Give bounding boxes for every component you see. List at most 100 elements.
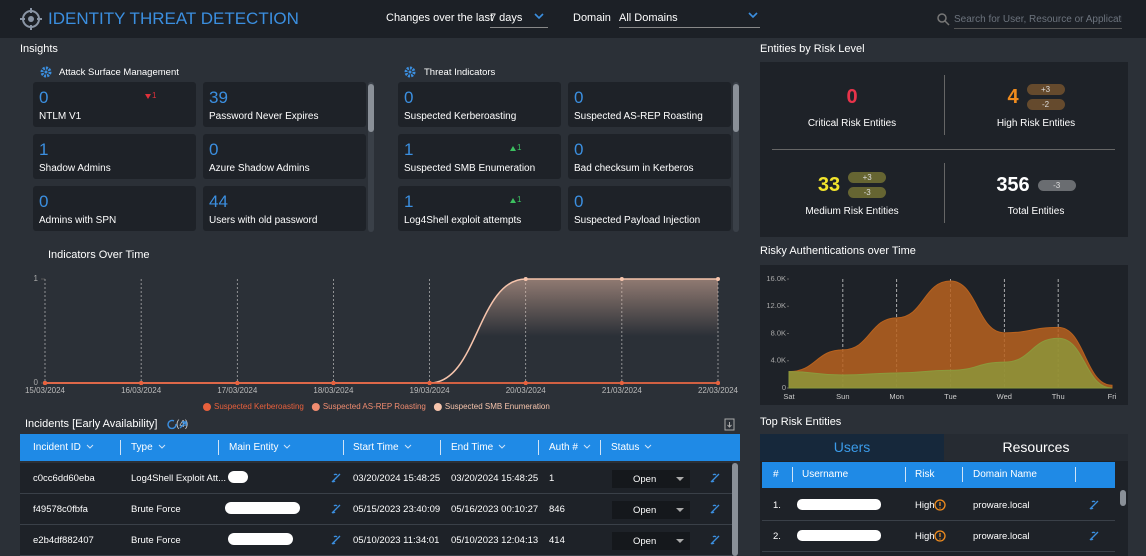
- chevron: [534, 13, 544, 20]
- insight-card[interactable]: 0 Azure Shadow Admins: [203, 134, 366, 179]
- column-header[interactable]: Incident ID: [33, 442, 81, 453]
- y-tick-label: 4.0K: [771, 356, 786, 365]
- refresh-icon[interactable]: [166, 418, 188, 430]
- card-change: 1: [152, 91, 157, 100]
- column-header[interactable]: Risk: [915, 469, 935, 480]
- x-tick-label: Fri: [1108, 392, 1117, 401]
- insight-card[interactable]: 0 NTLM V1 1: [33, 82, 196, 127]
- change-badges: +3 -2: [1026, 84, 1065, 110]
- chevron: [676, 508, 684, 512]
- section-title: Risky Authentications over Time: [760, 245, 916, 257]
- chevron: [86, 444, 94, 449]
- link: [710, 535, 720, 545]
- card-value: 39: [209, 88, 228, 107]
- status: Open: [633, 474, 657, 485]
- risk-group: 0: [760, 84, 944, 110]
- period-label: Changes over the last: [386, 12, 494, 24]
- column-header[interactable]: Username: [802, 469, 849, 480]
- column-header[interactable]: Main Entity: [229, 442, 279, 453]
- tab[interactable]: Resources: [944, 434, 1128, 461]
- link-icon: [710, 504, 720, 514]
- status-select[interactable]: Open: [612, 470, 690, 488]
- insight-card[interactable]: 0 Suspected Payload Injection: [568, 186, 731, 231]
- point: [139, 381, 144, 385]
- tab[interactable]: Users: [760, 434, 944, 461]
- change-badge: -3: [1037, 179, 1076, 191]
- column-header[interactable]: Start Time: [353, 442, 399, 453]
- risk-label: High Risk Entities: [996, 118, 1076, 129]
- column-separator: [905, 467, 906, 482]
- risk-group: 356 -3: [944, 172, 1128, 198]
- column-header[interactable]: Auth #: [549, 442, 578, 453]
- caret: [676, 508, 684, 512]
- divider: [944, 75, 945, 135]
- column-separator: [343, 440, 344, 455]
- card-value: 0: [574, 192, 584, 211]
- indicators-chart: 0 1 15/03/2024 16/03/2024 17/03/2024 18/03/20…: [25, 274, 739, 411]
- card-value: 0: [574, 140, 584, 159]
- insight-card[interactable]: 44 Users with old password: [203, 186, 366, 231]
- x-tick-label: Thu: [1052, 392, 1065, 401]
- point: [716, 381, 720, 385]
- insight-card[interactable]: 0 Suspected Kerberoasting: [398, 82, 561, 127]
- app-title: IDENTITY THREAT DETECTION: [48, 9, 299, 28]
- card-value: 0: [404, 88, 414, 107]
- point: [523, 277, 528, 281]
- column-header[interactable]: Type: [131, 442, 153, 453]
- insight-card[interactable]: 0 Bad checksum in Kerberos: [568, 134, 731, 179]
- gear-icon: [40, 66, 52, 78]
- divider: [772, 149, 1115, 150]
- insight-card[interactable]: 0 Suspected AS-REP Roasting: [568, 82, 731, 127]
- card-label: Admins with SPN: [39, 215, 117, 226]
- export-icon[interactable]: [724, 418, 735, 431]
- x-tick-label: 19/03/2024: [410, 386, 451, 395]
- link: [1089, 500, 1099, 510]
- column-separator: [218, 440, 219, 455]
- insight-card[interactable]: 1 Shadow Admins: [33, 134, 196, 179]
- search-input[interactable]: Search for User, Resource or Application: [954, 14, 1122, 29]
- column-header[interactable]: End Time: [451, 442, 494, 453]
- link-icon: [331, 504, 341, 514]
- card-label: NTLM V1: [39, 111, 82, 122]
- link: [331, 473, 341, 483]
- incidents-count: (4): [176, 419, 189, 430]
- gear-icon: [404, 66, 416, 78]
- arrow: [510, 146, 516, 151]
- card-label: Suspected AS-REP Roasting: [574, 111, 703, 122]
- area: [45, 279, 718, 383]
- point: [235, 381, 240, 385]
- redacted-entity: [228, 471, 248, 483]
- card-change: 1: [517, 143, 522, 152]
- insight-card[interactable]: 1 Log4Shell exploit attempts 1: [398, 186, 561, 231]
- table-header: [762, 462, 1115, 488]
- link-icon: [1089, 531, 1099, 541]
- search-icon: [937, 13, 950, 26]
- insight-card[interactable]: 1 Suspected SMB Enumeration 1: [398, 134, 561, 179]
- period-select[interactable]: 7 days: [490, 12, 548, 28]
- y-tick-label: 8.0K: [771, 328, 786, 337]
- column-header[interactable]: Status: [611, 442, 640, 453]
- link-icon: [331, 473, 341, 483]
- sort-chevron: [644, 444, 652, 449]
- column-header[interactable]: Domain Name: [973, 469, 1037, 480]
- insight-card[interactable]: 39 Password Never Expires: [203, 82, 366, 127]
- link: [331, 535, 341, 545]
- domain: proware.local: [973, 531, 1030, 542]
- card-label: Suspected Payload Injection: [574, 215, 701, 226]
- x-tick-label: 18/03/2024: [313, 386, 354, 395]
- link: [710, 473, 720, 483]
- risk: High: [915, 500, 935, 511]
- change-arrow: [510, 198, 516, 203]
- domain-select[interactable]: All Domains: [619, 12, 760, 28]
- column-header[interactable]: #: [773, 469, 779, 480]
- link-icon: [331, 535, 341, 545]
- status-select[interactable]: Open: [612, 501, 690, 519]
- insight-card[interactable]: 0 Admins with SPN: [33, 186, 196, 231]
- start-time: 05/15/2023 23:40:09: [353, 504, 441, 515]
- x-tick-label: Mon: [889, 392, 904, 401]
- incident-id: f49578c0fbfa: [33, 504, 88, 515]
- gear-hub: [44, 70, 48, 74]
- status: Open: [633, 536, 657, 547]
- status-select[interactable]: Open: [612, 532, 690, 550]
- incidents-title: Incidents [Early Availability]: [25, 418, 158, 430]
